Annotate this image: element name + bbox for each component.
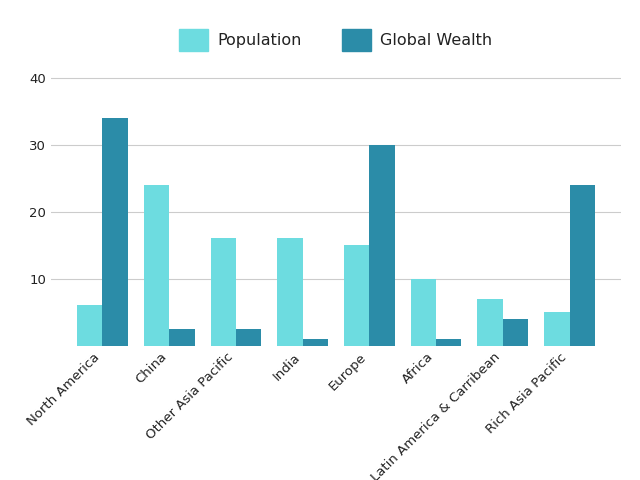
- Bar: [102, 118, 128, 346]
- Bar: [277, 239, 303, 346]
- Bar: [77, 305, 102, 346]
- Bar: [303, 339, 328, 346]
- Bar: [369, 144, 395, 346]
- Bar: [236, 329, 261, 346]
- Bar: [411, 278, 436, 346]
- Bar: [211, 239, 236, 346]
- Bar: [503, 319, 528, 346]
- Bar: [344, 245, 369, 346]
- Bar: [436, 339, 461, 346]
- Bar: [144, 185, 169, 346]
- Bar: [477, 299, 503, 346]
- Bar: [169, 329, 195, 346]
- Legend: Population, Global Wealth: Population, Global Wealth: [173, 23, 499, 58]
- Bar: [570, 185, 595, 346]
- Bar: [544, 312, 570, 346]
